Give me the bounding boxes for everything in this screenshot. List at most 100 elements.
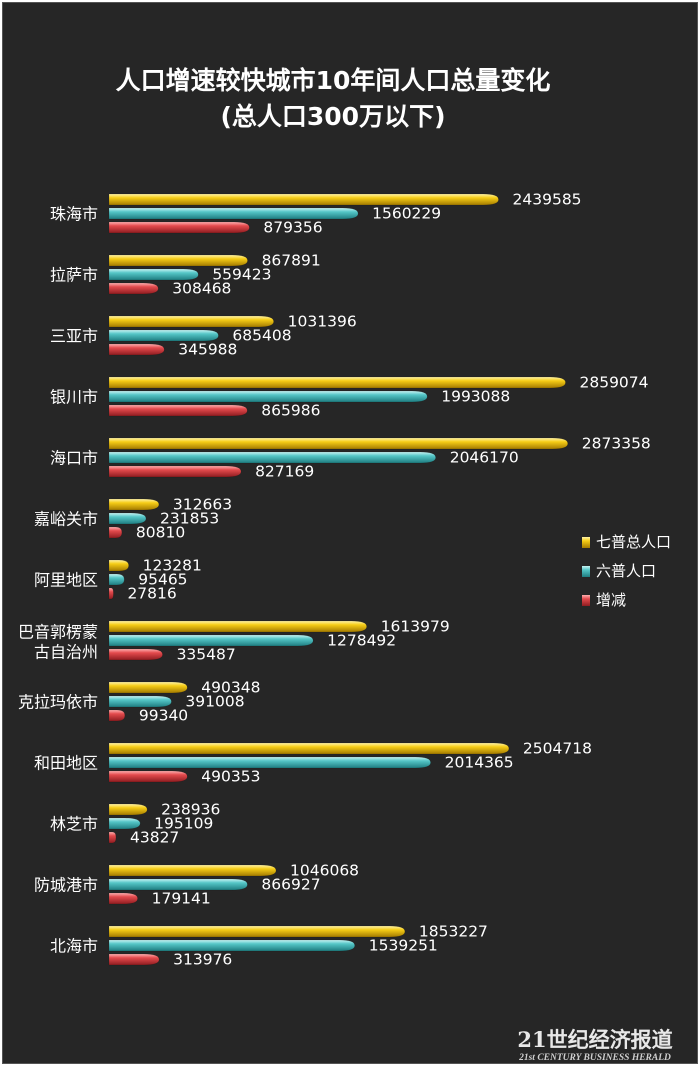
bar <box>108 939 356 952</box>
bar <box>108 756 431 769</box>
value-label: 490353 <box>201 768 260 786</box>
legend-label: 六普人口 <box>596 562 656 580</box>
bar <box>108 282 159 295</box>
value-label: 95465 <box>138 571 187 589</box>
brand-tagline: 21st CENTURY BUSINESS HERALD <box>518 1053 671 1063</box>
population-bar-chart: 人口增速较快城市10年间人口总量变化 (总人口300万以下) 珠海市拉萨市三亚市银… <box>18 66 673 1063</box>
category-label: 阿里地区 <box>34 571 98 590</box>
value-label: 99340 <box>139 707 188 725</box>
bar <box>108 498 160 511</box>
category-label: 古自治州 <box>34 643 98 662</box>
value-label: 2014365 <box>445 754 514 772</box>
bar <box>108 315 274 328</box>
bar <box>108 620 367 633</box>
category-label: 防城港市 <box>34 876 98 895</box>
bar <box>108 695 172 708</box>
bar <box>108 559 129 572</box>
legend-swatch <box>582 537 590 548</box>
value-label: 123281 <box>143 557 202 575</box>
value-label: 685408 <box>232 327 291 345</box>
value-label: 231853 <box>160 510 219 528</box>
bar <box>108 343 165 356</box>
bar <box>108 207 359 220</box>
category-labels: 珠海市拉萨市三亚市银川市海口市嘉峪关市阿里地区巴音郭楞蒙古自治州克拉玛依市和田地… <box>18 205 98 956</box>
bar <box>108 742 510 755</box>
bar <box>108 925 406 938</box>
value-label: 1046068 <box>290 862 359 880</box>
value-label: 1613979 <box>381 618 450 636</box>
value-label: 2873358 <box>582 435 651 453</box>
category-label: 珠海市 <box>50 205 98 224</box>
value-label: 865986 <box>261 402 320 420</box>
value-label: 1993088 <box>441 388 510 406</box>
bar <box>108 465 242 478</box>
value-label: 43827 <box>130 829 179 847</box>
value-label: 345988 <box>178 341 237 359</box>
bar <box>108 390 428 403</box>
value-label: 866927 <box>261 876 320 894</box>
bar <box>108 193 499 206</box>
legend-label: 七普总人口 <box>596 533 671 551</box>
bar <box>108 268 199 281</box>
legend-swatch <box>582 595 590 606</box>
category-label: 海口市 <box>50 449 98 468</box>
value-label: 391008 <box>185 693 244 711</box>
value-label: 80810 <box>136 524 185 542</box>
category-label: 北海市 <box>50 937 98 956</box>
value-label: 195109 <box>154 815 213 833</box>
value-label: 1278492 <box>327 632 396 650</box>
value-label: 27816 <box>127 585 176 603</box>
value-label: 1853227 <box>419 923 488 941</box>
bar <box>108 953 160 966</box>
title-line: (总人口300万以下) <box>220 102 445 131</box>
category-label: 克拉玛依市 <box>18 693 98 712</box>
category-label: 银川市 <box>50 388 98 407</box>
bar <box>108 376 566 389</box>
value-label: 867891 <box>262 252 321 270</box>
category-label: 三亚市 <box>50 327 98 346</box>
legend-swatch <box>582 566 590 577</box>
legend-label: 增减 <box>596 591 626 609</box>
value-label: 490348 <box>201 679 260 697</box>
value-label: 179141 <box>152 890 211 908</box>
category-label: 嘉峪关市 <box>34 510 98 529</box>
bar <box>108 573 125 586</box>
bar <box>108 803 148 816</box>
value-label: 879356 <box>263 219 322 237</box>
bar <box>108 831 117 844</box>
bar <box>108 681 188 694</box>
brand-logo: 21世纪经济报道 21st CENTURY BUSINESS HERALD <box>517 1027 672 1063</box>
category-label: 和田地区 <box>34 754 98 773</box>
category-label: 拉萨市 <box>50 266 98 285</box>
bar <box>108 709 126 722</box>
value-label: 827169 <box>255 463 314 481</box>
bar <box>108 451 436 464</box>
bar <box>108 878 248 891</box>
value-label: 559423 <box>212 266 271 284</box>
value-label: 1539251 <box>369 937 438 955</box>
value-label: 238936 <box>161 801 220 819</box>
bar <box>108 512 147 525</box>
bars <box>108 193 569 966</box>
value-label: 1560229 <box>372 205 441 223</box>
bar <box>108 587 114 600</box>
bar <box>108 817 141 830</box>
value-label: 2439585 <box>513 191 582 209</box>
bar <box>108 254 248 267</box>
title-line: 人口增速较快城市10年间人口总量变化 <box>116 66 551 95</box>
category-label: 巴音郭楞蒙 <box>18 623 98 642</box>
bar <box>108 648 163 661</box>
value-label: 335487 <box>177 646 236 664</box>
value-label: 2046170 <box>450 449 519 467</box>
chart-title: 人口增速较快城市10年间人口总量变化 (总人口300万以下) <box>116 66 551 131</box>
bar <box>108 864 277 877</box>
value-label: 1031396 <box>288 313 357 331</box>
value-label: 313976 <box>173 951 232 969</box>
bar <box>108 526 123 539</box>
bar <box>108 892 138 905</box>
value-label: 312663 <box>173 496 232 514</box>
bar <box>108 634 314 647</box>
